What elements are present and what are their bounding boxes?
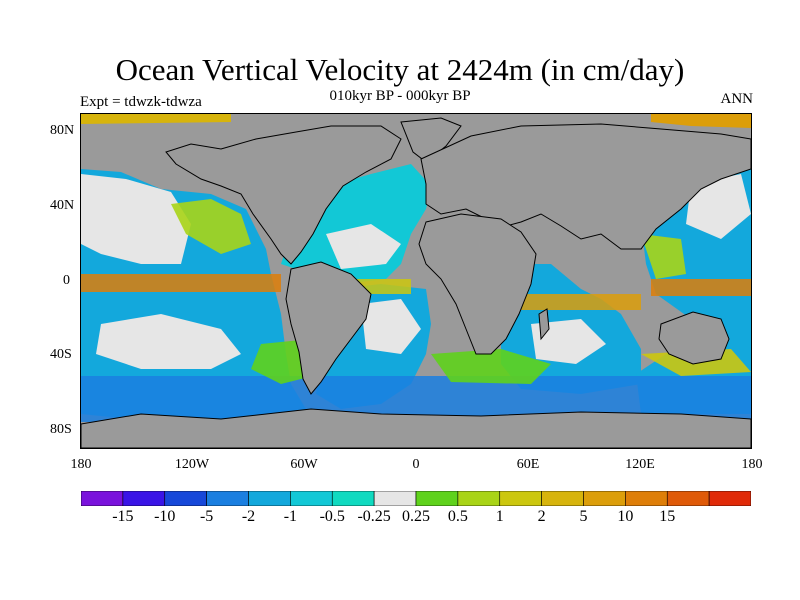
colorbar-tick-label: -2 [241, 508, 256, 525]
neutral-patch-npacific [81, 174, 191, 264]
colorbar-box [248, 491, 291, 506]
arctic-ocean-east [651, 114, 751, 128]
continents [81, 117, 751, 448]
neutral-patch-wpacific [686, 174, 751, 239]
positive-patch-1 [171, 199, 251, 254]
colorbar-tick-label: 2 [537, 508, 546, 525]
lat-tick-label: 80N [50, 123, 75, 138]
colorbar-box [625, 491, 668, 506]
map-subtitle: 010kyr BP - 000kyr BP [329, 88, 471, 104]
colorbar [81, 491, 751, 506]
equatorial-band-indian [511, 294, 641, 310]
lat-tick-label: 40S [50, 347, 72, 362]
colorbar-tick-label: 5 [579, 508, 588, 525]
colorbar-box [206, 491, 249, 506]
southern-ocean [81, 376, 751, 422]
colorbar-tick-label: -10 [154, 508, 176, 525]
season-label: ANN [720, 91, 754, 107]
lat-tick-label: 80S [50, 422, 72, 437]
colorbar-box [122, 491, 166, 506]
africa [418, 213, 537, 355]
colorbar-box [290, 491, 333, 506]
eurasia [420, 123, 751, 250]
positive-patch-2 [431, 349, 551, 384]
madagascar [538, 308, 550, 341]
neutral-patch-indian [531, 319, 606, 364]
colorbar-box [81, 491, 124, 506]
colorbar-tick-label: -0.25 [357, 508, 391, 525]
map-title: Ocean Vertical Velocity at 2424m (in cm/… [115, 52, 685, 87]
neutral-patch-spacific [96, 314, 241, 369]
velocity-map [80, 113, 752, 449]
colorbar-tick-label: -1 [283, 508, 298, 525]
colorbar-box [583, 491, 626, 506]
positive-patch-3 [641, 234, 686, 279]
lat-tick-label: 40N [50, 198, 75, 213]
lon-tick-label: 180 [70, 457, 92, 472]
colorbar-box [457, 491, 501, 506]
colorbar-tick-label: 0.25 [402, 508, 430, 525]
colorbar-box [164, 491, 207, 506]
lon-tick-label: 120W [174, 457, 210, 472]
colorbar-tick-label: 10 [617, 508, 634, 525]
neutral-patch-natlantic [326, 224, 401, 269]
colorbar-tick-label: 1 [495, 508, 504, 525]
south-america [285, 261, 372, 395]
colorbar-box [499, 491, 542, 506]
colorbar-tick-label: -0.5 [319, 508, 345, 525]
colorbar-box [541, 491, 584, 506]
lon-tick-label: 120E [625, 457, 655, 472]
australia [658, 311, 730, 365]
antarctica [81, 408, 751, 448]
colorbar-box [415, 491, 459, 506]
lon-tick-label: 60E [516, 457, 540, 472]
colorbar-tick-label: -5 [199, 508, 214, 525]
colorbar-box [666, 491, 710, 506]
experiment-label: Expt = tdwzk-tdwza [80, 94, 202, 110]
colorbar-box [373, 491, 417, 506]
map-canvas [81, 114, 751, 448]
greenland [400, 117, 462, 163]
equatorial-band-pacific [81, 274, 281, 292]
neutral-patch-satlantic [361, 299, 421, 354]
arctic-ocean [81, 114, 231, 124]
lon-tick-label: 0 [412, 457, 420, 472]
lon-tick-label: 180 [741, 457, 763, 472]
colorbar-box [708, 491, 751, 506]
colorbar-tick-label: 15 [659, 508, 676, 525]
colorbar-tick-label: -15 [112, 508, 134, 525]
lon-tick-label: 60W [290, 457, 318, 472]
lat-tick-label: 0 [63, 273, 70, 288]
north-america [165, 125, 402, 265]
colorbar-tick-label: 0.5 [447, 508, 468, 525]
equatorial-band-wpacific [651, 279, 751, 296]
colorbar-box [331, 491, 375, 506]
